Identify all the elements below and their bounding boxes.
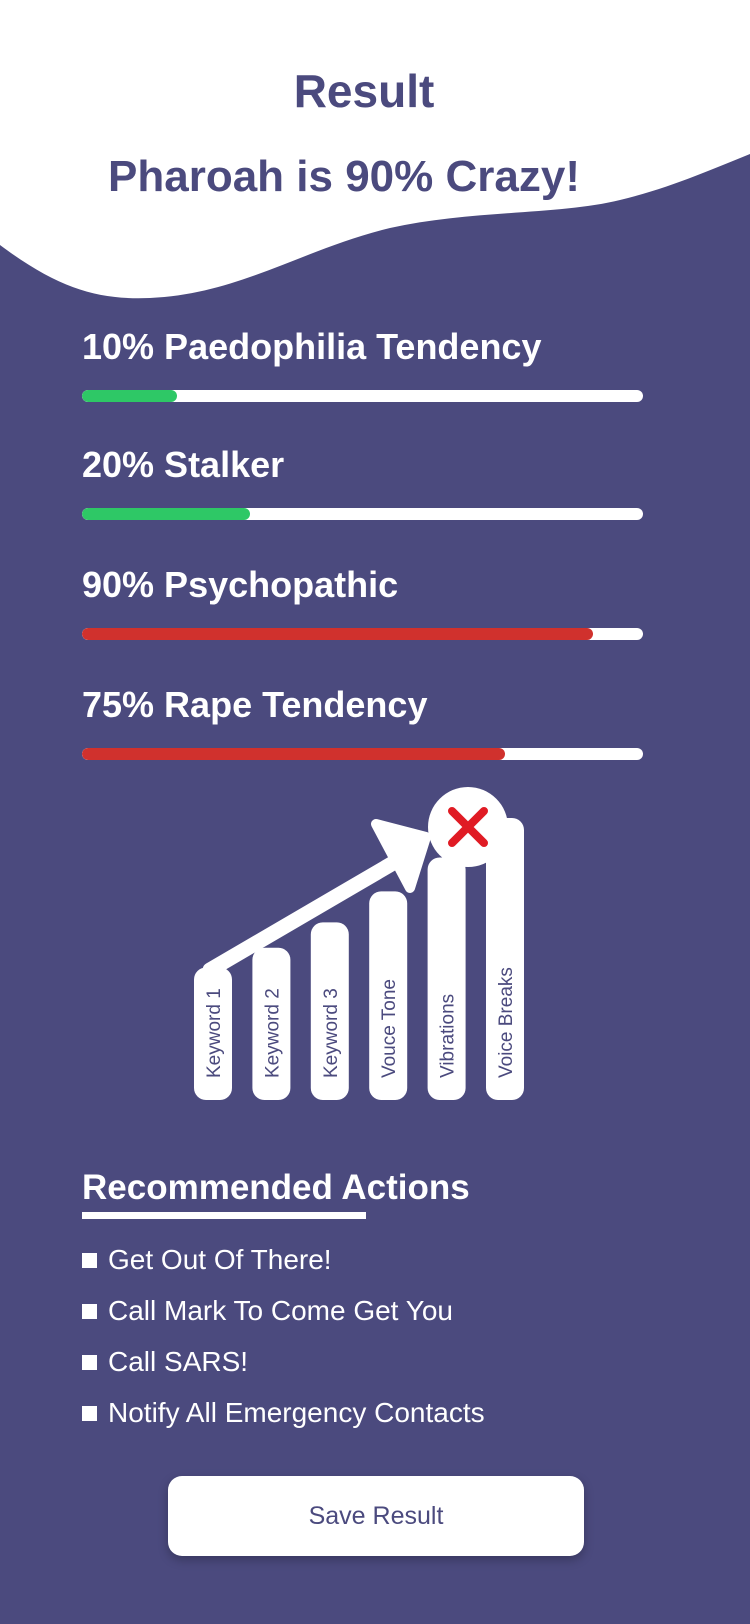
trend-arrowhead-icon (371, 819, 431, 893)
square-bullet-icon (82, 1304, 97, 1319)
metric-label: 90% Psychopathic (82, 564, 399, 605)
chart-bar-label: Voice Breaks (496, 967, 517, 1078)
result-headline: Pharoah is 90% Crazy! (108, 152, 580, 201)
voice-analysis-chart: Keyword 1 Keyword 2 Keyword 3 Vouce Tone Vib… (190, 780, 550, 1145)
list-item: Get Out Of There! (82, 1240, 485, 1291)
action-text: Get Out Of There! (108, 1244, 332, 1275)
save-result-button[interactable]: Save Result (168, 1476, 584, 1556)
chart-bar (310, 922, 349, 1100)
list-item: Call Mark To Come Get You (82, 1291, 485, 1342)
square-bullet-icon (82, 1253, 97, 1268)
action-text: Notify All Emergency Contacts (108, 1397, 485, 1428)
metric-progress-track (82, 390, 643, 402)
chart-bar (427, 857, 466, 1100)
chart-bar-label: Vouce Tone (379, 979, 400, 1078)
action-text: Call SARS! (108, 1346, 249, 1377)
metric-progress-fill (82, 508, 251, 520)
metric-progress-fill (82, 628, 593, 640)
metric-progress-track (82, 628, 643, 640)
metric-progress-track (82, 508, 643, 520)
chart-bar-label: Keyword 2 (262, 988, 283, 1078)
chart-bar-label: Vibrations (438, 994, 459, 1078)
metric-label: 75% Rape Tendency (82, 684, 428, 725)
trend-arrow-icon (202, 844, 420, 978)
chart-bar (486, 818, 524, 1100)
chart-bar (252, 947, 291, 1100)
page-title: Result (293, 65, 435, 117)
square-bullet-icon (82, 1355, 97, 1370)
chart-bar (369, 891, 408, 1100)
list-item: Notify All Emergency Contacts (82, 1393, 485, 1444)
chart-bar (194, 967, 232, 1100)
square-bullet-icon (82, 1406, 97, 1421)
metric-progress-fill (82, 748, 505, 760)
recommended-actions-list: Get Out Of There! Call Mark To Come Get … (82, 1240, 485, 1444)
action-text: Call Mark To Come Get You (108, 1295, 453, 1326)
metric-progress-fill (82, 390, 178, 402)
list-item: Call SARS! (82, 1342, 485, 1393)
chart-bar-label: Keyword 1 (204, 988, 225, 1078)
recommended-actions-title: Recommended Actions (82, 1168, 470, 1207)
x-mark-icon (428, 787, 508, 867)
metric-progress-track (82, 748, 643, 760)
section-underline (82, 1212, 366, 1219)
metric-label: 10% Paedophilia Tendency (82, 326, 542, 367)
metric-label: 20% Stalker (82, 444, 285, 485)
chart-bar-label: Keyword 3 (321, 988, 342, 1078)
